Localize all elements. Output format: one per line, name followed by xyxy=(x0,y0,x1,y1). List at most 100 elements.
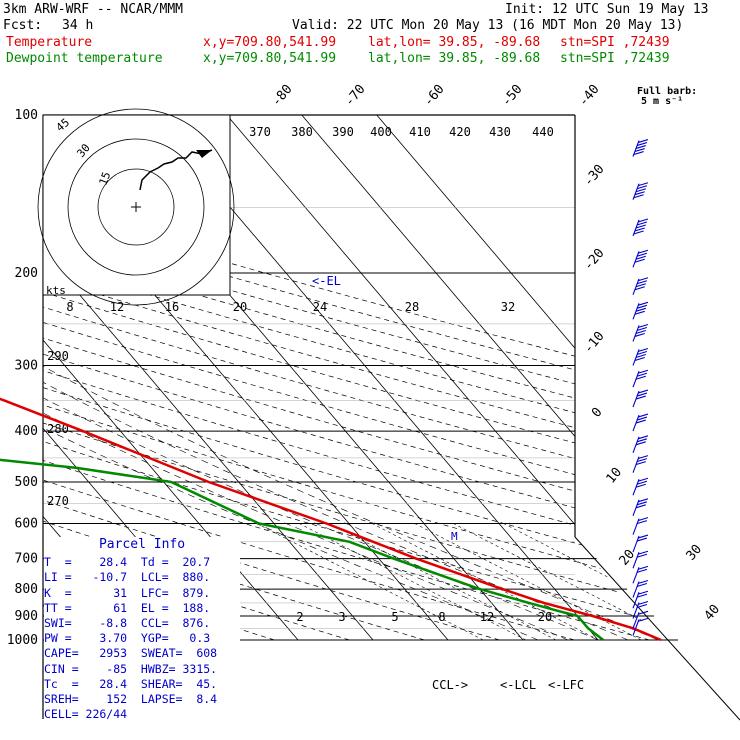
wind-barb xyxy=(632,182,649,200)
wind-barb-flag xyxy=(636,593,648,598)
model-title: 3km ARW-WRF -- NCAR/MMM xyxy=(3,2,184,17)
dry-adiabat-label: 290 xyxy=(47,349,69,363)
wind-barb-flag xyxy=(634,227,645,232)
speed-tick-label: 20 xyxy=(233,300,247,314)
pressure-tick-label: 400 xyxy=(15,424,38,439)
wind-barb-flag xyxy=(634,356,645,362)
theta-label: 410 xyxy=(409,125,431,139)
isotherm-line xyxy=(301,115,740,641)
wind-barb-staff xyxy=(632,535,640,553)
wind-barb-staff xyxy=(632,602,640,619)
isotherm-line xyxy=(376,115,740,641)
temperature-line xyxy=(0,397,662,642)
pressure-tick-label: 300 xyxy=(15,358,38,373)
wind-barb-flag xyxy=(635,255,646,260)
lcl-annotation: <-LCL xyxy=(500,678,536,692)
wind-barb xyxy=(632,277,649,295)
wind-barb-staff xyxy=(632,581,640,598)
wind-barb-flag xyxy=(634,286,645,291)
wind-legend-title: Full barb: xyxy=(637,86,697,97)
isotherm-label: -60 xyxy=(421,82,448,110)
wind-barb-flag xyxy=(637,610,649,615)
wind-barb-flag xyxy=(636,304,648,309)
wind-barb-flag xyxy=(636,501,648,506)
theta-label: 380 xyxy=(291,125,313,139)
isotherm-label: -70 xyxy=(342,82,369,110)
isotherm-label: -30 xyxy=(581,162,608,190)
wind-barb xyxy=(632,477,649,496)
parcel-row: TT = 61 EL = 188. xyxy=(44,600,211,615)
el-annotation: <-EL xyxy=(312,274,341,288)
wind-barb-flag xyxy=(637,139,649,144)
wind-barb-flag xyxy=(637,477,649,482)
temperature-xy: x,y=709.80,541.99 xyxy=(203,35,337,50)
wind-barb xyxy=(632,617,649,636)
wind-barb-flag xyxy=(636,416,648,421)
wind-barb-flag xyxy=(637,600,649,606)
wind-barb xyxy=(632,517,649,535)
wind-barb-flag xyxy=(635,224,646,229)
hodograph-ring xyxy=(97,168,175,246)
wind-barb-flag xyxy=(634,258,645,263)
temperature-stn: stn=SPI ,72439 xyxy=(560,35,670,50)
dewpoint-line xyxy=(0,458,605,641)
fcst-label: Fcst: xyxy=(3,18,43,33)
wind-barb-flag xyxy=(635,461,646,466)
wind-barb-flag xyxy=(634,148,645,153)
isotherm-label: -80 xyxy=(269,82,296,110)
wind-barb xyxy=(632,534,649,553)
header: 3km ARW-WRF -- NCAR/MMM Init: 12 UTC Sun… xyxy=(0,0,740,70)
wind-barb-flag xyxy=(636,553,648,558)
wind-barb-flag xyxy=(636,142,648,147)
mixing-ratio-label: 12 xyxy=(480,610,494,624)
wind-barb-staff xyxy=(632,518,640,535)
wind-barb-staff xyxy=(632,612,640,629)
wind-barb-flag xyxy=(637,534,649,539)
speed-tick-label: 32 xyxy=(501,300,515,314)
isotherm-label: 10 xyxy=(604,465,626,487)
wind-barb-flag xyxy=(635,353,646,359)
theta-label: 400 xyxy=(370,125,392,139)
wind-barb xyxy=(632,610,649,629)
parcel-info-title: Parcel Info xyxy=(98,537,186,552)
wind-barb-flag xyxy=(635,329,646,334)
hodograph-unit: kts xyxy=(46,284,66,297)
parcel-row: CELL= 226/44 xyxy=(44,707,128,722)
wind-barb-flag xyxy=(635,441,646,446)
parcel-row: K = 31 LFC= 879. xyxy=(44,585,211,600)
parcel-row: CAPE= 2953 SWEAT= 608 xyxy=(44,646,218,661)
isotherm-label: -50 xyxy=(499,82,526,110)
wind-barb-flag xyxy=(637,579,649,585)
wind-barb-flag xyxy=(637,323,649,328)
hodograph-trace xyxy=(139,149,213,191)
wind-barb-flag xyxy=(637,550,649,555)
dewpoint-legend: Dewpoint temperature xyxy=(6,51,163,66)
wind-barb-flag xyxy=(636,185,648,190)
wind-barb-flag xyxy=(633,230,644,235)
wind-barb-flag xyxy=(634,332,645,337)
pressure-tick-label: 500 xyxy=(15,475,38,490)
wind-barb-flag xyxy=(636,372,648,377)
wind-barb-flag xyxy=(635,419,646,424)
wind-barb xyxy=(632,249,649,268)
wind-barb xyxy=(632,579,649,598)
wind-barb-flag xyxy=(637,455,649,460)
wind-barb-flag xyxy=(637,413,649,418)
isotherm-label: 30 xyxy=(684,542,706,564)
wind-barb-flag xyxy=(635,283,646,288)
wind-barb xyxy=(632,389,649,408)
frame-skew-edge xyxy=(574,536,740,721)
wind-barb-flag xyxy=(636,603,648,609)
temperature-legend: Temperature xyxy=(6,35,93,50)
wind-barb-flag xyxy=(637,517,649,522)
init-time: Init: 12 UTC Sun 19 May 13 xyxy=(505,2,709,17)
wind-barb xyxy=(632,590,649,609)
pressure-tick-label: 600 xyxy=(15,517,38,532)
wind-barb xyxy=(632,369,649,388)
isotherm-label: 20 xyxy=(617,547,639,569)
pressure-tick-label: 900 xyxy=(15,609,38,624)
dewpoint-xy: x,y=709.80,541.99 xyxy=(203,51,337,66)
lfc-annotation: <-LFC xyxy=(548,678,584,692)
wind-barb xyxy=(632,323,649,342)
